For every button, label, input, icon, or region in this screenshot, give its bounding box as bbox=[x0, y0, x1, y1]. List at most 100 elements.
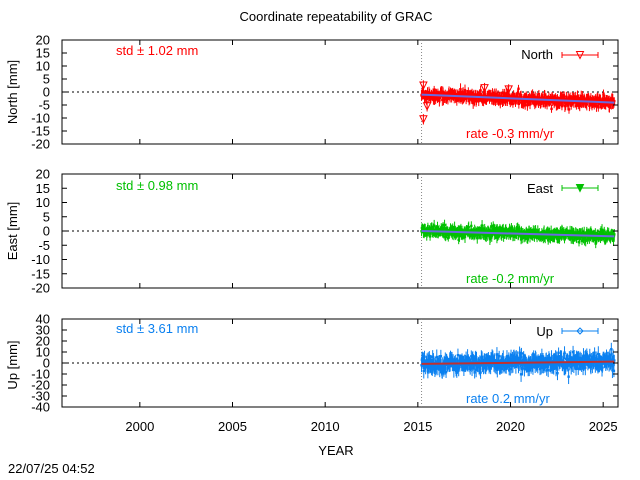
data-point bbox=[567, 108, 571, 111]
data-point bbox=[528, 103, 532, 106]
data-point bbox=[552, 367, 555, 370]
data-point bbox=[481, 228, 485, 231]
data-point bbox=[478, 359, 482, 362]
data-point bbox=[585, 103, 589, 106]
data-point bbox=[483, 229, 487, 233]
y-tick-label: 10 bbox=[36, 345, 50, 360]
data-point bbox=[564, 366, 567, 369]
data-point bbox=[470, 92, 474, 95]
data-point bbox=[444, 92, 447, 95]
x-tick-label: 2015 bbox=[403, 419, 432, 434]
data-point bbox=[478, 365, 481, 368]
y-tick-label: 0 bbox=[43, 356, 50, 371]
data-point bbox=[427, 367, 431, 370]
data-point bbox=[587, 97, 591, 101]
data-point bbox=[543, 94, 547, 97]
data-point bbox=[482, 100, 485, 103]
east-y-axis-label: East [mm] bbox=[5, 202, 20, 261]
data-point bbox=[533, 366, 537, 369]
up-std-label: std ± 3.61 mm bbox=[116, 321, 198, 336]
data-point bbox=[574, 367, 578, 371]
data-point bbox=[586, 357, 589, 360]
data-point bbox=[581, 367, 585, 370]
data-point bbox=[578, 104, 581, 108]
data-point bbox=[503, 91, 506, 95]
data-point bbox=[598, 365, 601, 368]
up-gridlines bbox=[62, 319, 618, 407]
data-point bbox=[473, 358, 476, 362]
trend-line bbox=[421, 360, 615, 365]
data-point bbox=[444, 363, 447, 366]
data-point bbox=[546, 239, 550, 242]
data-point bbox=[560, 104, 564, 108]
data-point bbox=[443, 366, 447, 370]
data-point bbox=[435, 365, 438, 369]
data-point bbox=[533, 96, 537, 99]
data-point bbox=[523, 367, 526, 371]
data-point bbox=[435, 355, 438, 359]
data-point bbox=[463, 364, 467, 368]
data-point bbox=[527, 359, 531, 362]
y-tick-label: -40 bbox=[31, 400, 50, 415]
data-point bbox=[536, 365, 539, 368]
data-point bbox=[441, 90, 445, 93]
x-axis-ticks: 2000 2005 2010 2015 2020 2025 bbox=[125, 419, 617, 434]
data-point bbox=[519, 94, 523, 97]
data-point bbox=[555, 355, 558, 358]
data-point bbox=[545, 359, 548, 362]
data-point bbox=[532, 96, 535, 99]
data-point bbox=[489, 236, 492, 239]
data-point bbox=[432, 95, 436, 98]
data-point bbox=[517, 87, 520, 90]
data-point bbox=[479, 371, 482, 374]
data-point bbox=[599, 237, 602, 240]
data-point bbox=[467, 225, 470, 229]
data-point bbox=[470, 224, 473, 228]
data-point bbox=[464, 357, 468, 361]
data-point bbox=[468, 98, 472, 101]
data-point bbox=[511, 364, 515, 368]
x-tick-label: 2000 bbox=[125, 419, 154, 434]
data-point bbox=[460, 364, 463, 367]
data-point bbox=[508, 360, 512, 363]
data-point bbox=[588, 358, 592, 361]
data-point bbox=[462, 368, 466, 371]
data-point bbox=[553, 357, 557, 360]
up-rate-label: rate 0.2 mm/yr bbox=[466, 391, 550, 406]
data-point bbox=[578, 236, 581, 240]
y-tick-label: 20 bbox=[36, 33, 50, 48]
up-data-marks bbox=[420, 342, 616, 385]
data-point bbox=[606, 237, 609, 240]
up-legend-label: Up bbox=[536, 324, 553, 339]
data-point bbox=[559, 100, 563, 103]
data-point bbox=[453, 225, 456, 229]
data-point bbox=[563, 104, 567, 108]
data-point bbox=[583, 231, 586, 234]
y-tick-label: -10 bbox=[31, 252, 50, 267]
data-point bbox=[567, 363, 570, 367]
data-point bbox=[538, 367, 542, 371]
data-point bbox=[471, 357, 474, 361]
y-tick-label: 10 bbox=[36, 59, 50, 74]
legend-marker bbox=[576, 327, 584, 335]
data-point bbox=[540, 355, 544, 358]
data-point bbox=[474, 368, 478, 372]
data-point bbox=[568, 355, 571, 358]
chart-title: Coordinate repeatability of GRAC bbox=[240, 9, 433, 24]
data-point bbox=[542, 229, 546, 233]
data-point bbox=[582, 354, 585, 357]
up-legend-key bbox=[561, 327, 599, 335]
y-tick-label: -30 bbox=[31, 389, 50, 404]
data-point bbox=[507, 94, 511, 98]
data-point bbox=[521, 366, 524, 369]
data-point bbox=[479, 89, 482, 92]
data-point bbox=[599, 230, 603, 233]
trend-line bbox=[421, 230, 615, 238]
data-point bbox=[583, 356, 587, 359]
data-point bbox=[555, 363, 559, 366]
